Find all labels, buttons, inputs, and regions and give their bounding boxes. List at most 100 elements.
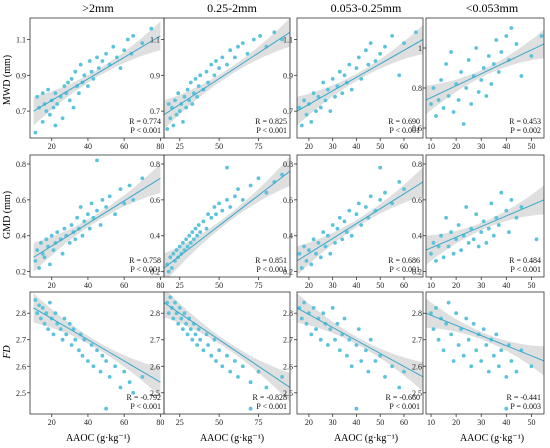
data-point bbox=[441, 348, 446, 353]
data-point bbox=[214, 59, 218, 63]
data-point bbox=[228, 48, 233, 53]
data-point bbox=[434, 259, 438, 263]
x-tick-label: 40 bbox=[84, 281, 92, 290]
data-point bbox=[481, 66, 486, 70]
y-tick-label: 0.4 bbox=[283, 232, 293, 241]
x-tick-label: 20 bbox=[452, 281, 460, 290]
data-point bbox=[67, 321, 72, 326]
data-point bbox=[494, 215, 499, 220]
data-point bbox=[168, 295, 173, 300]
plot-area bbox=[164, 18, 290, 131]
data-point bbox=[225, 62, 229, 67]
data-point bbox=[96, 66, 101, 70]
data-point bbox=[233, 55, 237, 60]
data-point bbox=[131, 390, 136, 395]
data-point bbox=[40, 306, 45, 310]
data-point bbox=[113, 364, 117, 369]
data-point bbox=[529, 364, 534, 369]
data-point bbox=[340, 237, 345, 242]
data-point bbox=[449, 50, 453, 54]
data-point bbox=[60, 251, 65, 256]
data-point bbox=[402, 41, 406, 45]
data-point bbox=[33, 298, 38, 302]
data-point bbox=[140, 41, 145, 45]
data-point bbox=[479, 78, 484, 82]
x-tick-label: 30 bbox=[477, 142, 485, 151]
data-point bbox=[337, 215, 342, 220]
data-point bbox=[168, 255, 173, 260]
data-point bbox=[454, 237, 458, 242]
data-point bbox=[469, 226, 474, 231]
y-tick-label: 2.8 bbox=[283, 309, 293, 318]
data-point bbox=[321, 311, 326, 316]
data-point bbox=[195, 233, 200, 238]
x-tick-label: 50 bbox=[376, 418, 384, 427]
data-point bbox=[514, 215, 519, 220]
data-point bbox=[171, 316, 176, 321]
x-tick-label: 40 bbox=[84, 142, 92, 151]
data-point bbox=[431, 86, 436, 90]
data-point bbox=[51, 105, 56, 110]
data-point bbox=[118, 385, 123, 390]
data-point bbox=[347, 208, 352, 213]
panel-frame bbox=[296, 154, 424, 278]
data-point bbox=[225, 198, 229, 202]
data-point bbox=[509, 198, 514, 202]
data-point bbox=[228, 205, 233, 209]
stat-r: R = -0.660 bbox=[385, 393, 420, 402]
row-labels: MWD (mm) GMD (mm) FD bbox=[2, 55, 13, 360]
data-point bbox=[307, 248, 311, 253]
stat-r: R = 0.774 bbox=[129, 117, 161, 126]
data-point bbox=[378, 353, 383, 358]
stat-p: P < 0.001 bbox=[256, 126, 287, 135]
data-point bbox=[98, 223, 103, 227]
data-point bbox=[342, 219, 347, 224]
x-tick-label: 30 bbox=[329, 418, 337, 427]
regression-line bbox=[33, 35, 161, 112]
x-tick-label: 30 bbox=[477, 418, 485, 427]
data-point bbox=[349, 87, 354, 92]
x-tick-label: 50 bbox=[527, 142, 535, 151]
data-point bbox=[479, 230, 484, 235]
data-point bbox=[486, 54, 491, 58]
data-point bbox=[188, 327, 193, 331]
data-point bbox=[441, 255, 446, 260]
data-point bbox=[364, 348, 368, 353]
stat-p: P = 0.003 bbox=[510, 402, 541, 411]
data-point bbox=[486, 369, 491, 374]
data-point bbox=[198, 73, 203, 78]
data-point bbox=[166, 102, 171, 106]
stat-r: R = 0.851 bbox=[255, 256, 287, 265]
data-point bbox=[264, 190, 269, 195]
x-tick-label: 20 bbox=[48, 281, 56, 290]
data-point bbox=[402, 187, 406, 192]
data-point bbox=[217, 66, 222, 70]
xlabel-3: AAOC (g·kg⁻¹) bbox=[334, 433, 398, 444]
data-point bbox=[514, 42, 519, 46]
stat-r: R = 0.690 bbox=[388, 117, 420, 126]
y-tick-label: 2.6 bbox=[16, 362, 26, 371]
y-tick-label: 2.6 bbox=[283, 362, 293, 371]
data-point bbox=[185, 332, 190, 337]
data-point bbox=[35, 94, 40, 99]
data-point bbox=[193, 332, 198, 337]
col-title-2: 0.25-2mm bbox=[207, 1, 257, 15]
row-label-gmd: GMD (mm) bbox=[2, 191, 13, 239]
data-point bbox=[89, 69, 94, 74]
y-tick-label: 0.6 bbox=[283, 196, 293, 205]
data-point bbox=[220, 364, 225, 369]
data-point bbox=[464, 86, 469, 90]
data-point bbox=[333, 241, 337, 245]
data-point bbox=[471, 321, 476, 326]
data-point bbox=[67, 241, 72, 245]
data-point bbox=[456, 98, 461, 102]
y-tick-label: 0.2 bbox=[150, 268, 160, 277]
data-point bbox=[469, 364, 474, 369]
data-point bbox=[335, 321, 340, 326]
y-tick-label: 0.2 bbox=[16, 268, 26, 277]
data-point bbox=[190, 230, 195, 235]
data-point bbox=[397, 180, 402, 184]
